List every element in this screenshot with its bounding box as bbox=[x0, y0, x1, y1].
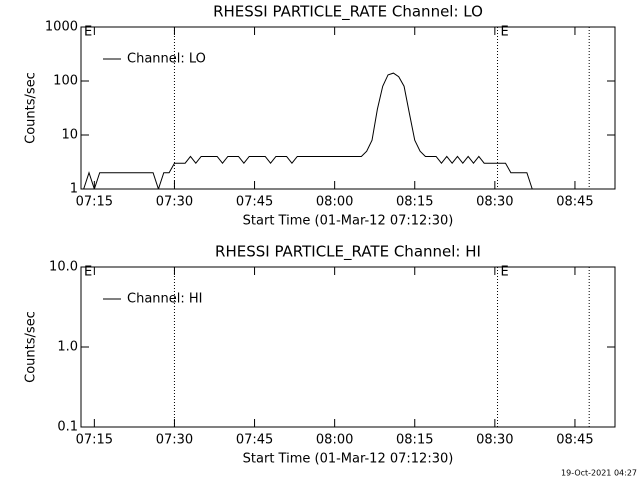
y-tick-label: 10.0 bbox=[49, 260, 78, 275]
x-tick-label: 08:30 bbox=[476, 433, 513, 448]
x-tick-label: 07:45 bbox=[236, 195, 273, 210]
y-tick-label: 1000 bbox=[45, 20, 78, 35]
x-tick-label: 08:45 bbox=[556, 195, 593, 210]
x-tick-label: 07:30 bbox=[156, 195, 193, 210]
data-line bbox=[83, 72, 538, 189]
x-tick-label: 07:15 bbox=[76, 433, 113, 448]
annotation: E bbox=[501, 25, 509, 40]
y-tick-label: 0.1 bbox=[57, 420, 78, 435]
x-tick-label: 07:45 bbox=[236, 433, 273, 448]
x-tick-label: 08:00 bbox=[316, 195, 353, 210]
plot-frame bbox=[80, 26, 616, 190]
y-tick-label: 100 bbox=[53, 74, 78, 89]
x-tick-label: 08:15 bbox=[396, 433, 433, 448]
x-tick-label: 08:15 bbox=[396, 195, 433, 210]
x-tick-label: 08:00 bbox=[316, 433, 353, 448]
annotation: E bbox=[501, 265, 509, 280]
y-axis-label: Counts/sec bbox=[24, 311, 39, 383]
y-tick-label: 10 bbox=[61, 128, 78, 143]
y-tick-label: 1.0 bbox=[57, 340, 78, 355]
y-tick-label: 1 bbox=[70, 182, 78, 197]
x-tick-label: 08:45 bbox=[556, 433, 593, 448]
x-tick-label: 07:30 bbox=[156, 433, 193, 448]
x-axis-label: Start Time (01-Mar-12 07:12:30) bbox=[243, 214, 454, 229]
timestamp: 19-Oct-2021 04:27 bbox=[561, 469, 637, 478]
x-tick-label: 08:30 bbox=[476, 195, 513, 210]
chart-title: RHESSI PARTICLE_RATE Channel: HI bbox=[215, 243, 481, 262]
y-axis-label: Counts/sec bbox=[24, 72, 39, 144]
x-axis-label: Start Time (01-Mar-12 07:12:30) bbox=[243, 452, 454, 467]
legend-label: Channel: LO bbox=[127, 52, 206, 67]
x-tick-label: 07:15 bbox=[76, 195, 113, 210]
legend-label: Channel: HI bbox=[127, 292, 203, 307]
annotation: E bbox=[84, 265, 92, 280]
chart-title: RHESSI PARTICLE_RATE Channel: LO bbox=[213, 3, 483, 22]
annotation: E bbox=[84, 25, 92, 40]
